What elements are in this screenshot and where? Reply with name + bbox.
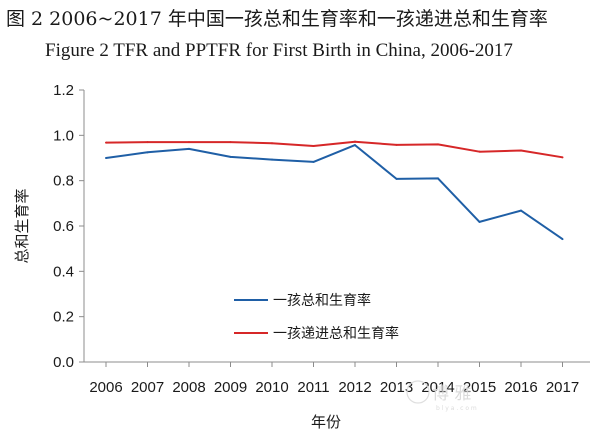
y-tick-label: 1.2 xyxy=(53,82,74,99)
y-axis-ticks: 0.0 0.2 0.4 0.6 0.8 1.0 1.2 xyxy=(53,82,84,371)
watermark-url: b l y a . c o m xyxy=(436,405,477,412)
series-1-point xyxy=(271,158,273,161)
y-tick-label: 1.0 xyxy=(53,127,74,144)
series-1-point xyxy=(188,147,190,150)
watermark-text: 博 雅 xyxy=(432,384,471,404)
series-2-point xyxy=(229,141,232,144)
y-axis-title: 总和生育率 xyxy=(13,188,31,263)
series-2-point xyxy=(478,150,481,153)
series-2-point xyxy=(188,141,190,144)
series-2-point xyxy=(395,143,398,146)
series-2-point xyxy=(105,141,107,144)
series-line-2 xyxy=(105,140,563,159)
series-1-point xyxy=(312,160,315,163)
x-axis-title: 年份 xyxy=(311,413,341,431)
x-tick-label: 2013 xyxy=(380,379,413,396)
series-1-point xyxy=(229,155,232,158)
y-tick-label: 0.4 xyxy=(53,263,74,280)
x-tick-label: 2017 xyxy=(546,379,579,396)
x-tick-label: 2009 xyxy=(214,379,247,396)
series-1-point xyxy=(105,157,107,159)
chart-axes xyxy=(83,90,590,363)
x-axis-ticks: 2006 2007 2008 2009 2010 2011 2012 2013 2014 2015… xyxy=(89,362,579,396)
x-tick-label: 2015 xyxy=(463,379,496,396)
series-1-point xyxy=(146,151,149,154)
x-tick-label: 2016 xyxy=(504,379,537,396)
y-tick-label: 0.2 xyxy=(53,309,74,326)
watermark-seal-icon xyxy=(406,380,430,404)
chart-title: 图 2 2006~2017 年中国一孩总和生育率和一孩递进总和生育率 xyxy=(6,8,548,30)
y-tick-label: 0.8 xyxy=(53,173,74,190)
x-tick-label: 2011 xyxy=(297,379,329,396)
y-tick-label: 0.0 xyxy=(53,354,74,371)
x-tick-label: 2006 xyxy=(89,379,122,396)
series-1-point xyxy=(395,177,398,180)
chart-subtitle: Figure 2 TFR and PPTFR for First Birth i… xyxy=(45,40,513,61)
series-1-point xyxy=(561,238,564,241)
series-2-point xyxy=(146,141,149,144)
series-2-point xyxy=(354,140,356,143)
series-1-point xyxy=(478,220,481,223)
x-tick-label: 2010 xyxy=(255,379,288,396)
legend-label-2: 一孩递进总和生育率 xyxy=(273,325,399,342)
series-2-point xyxy=(520,149,522,152)
series-layer xyxy=(105,140,564,241)
y-tick-label: 0.6 xyxy=(53,218,74,235)
x-tick-label: 2008 xyxy=(172,379,205,396)
series-line-1 xyxy=(105,144,564,240)
series-1-point xyxy=(437,177,439,180)
series-1-point xyxy=(354,144,356,147)
x-tick-label: 2007 xyxy=(131,379,164,396)
series-2-point xyxy=(561,156,564,159)
series-2-point xyxy=(437,143,439,146)
watermark: 博 雅 b l y a . c o m xyxy=(406,380,477,412)
series-2-point xyxy=(312,144,315,147)
series-1-point xyxy=(520,209,522,212)
x-tick-label: 2012 xyxy=(338,379,371,396)
x-tick-label: 2014 xyxy=(421,379,454,396)
series-2-point xyxy=(271,142,273,145)
legend-label-1: 一孩总和生育率 xyxy=(273,292,371,309)
